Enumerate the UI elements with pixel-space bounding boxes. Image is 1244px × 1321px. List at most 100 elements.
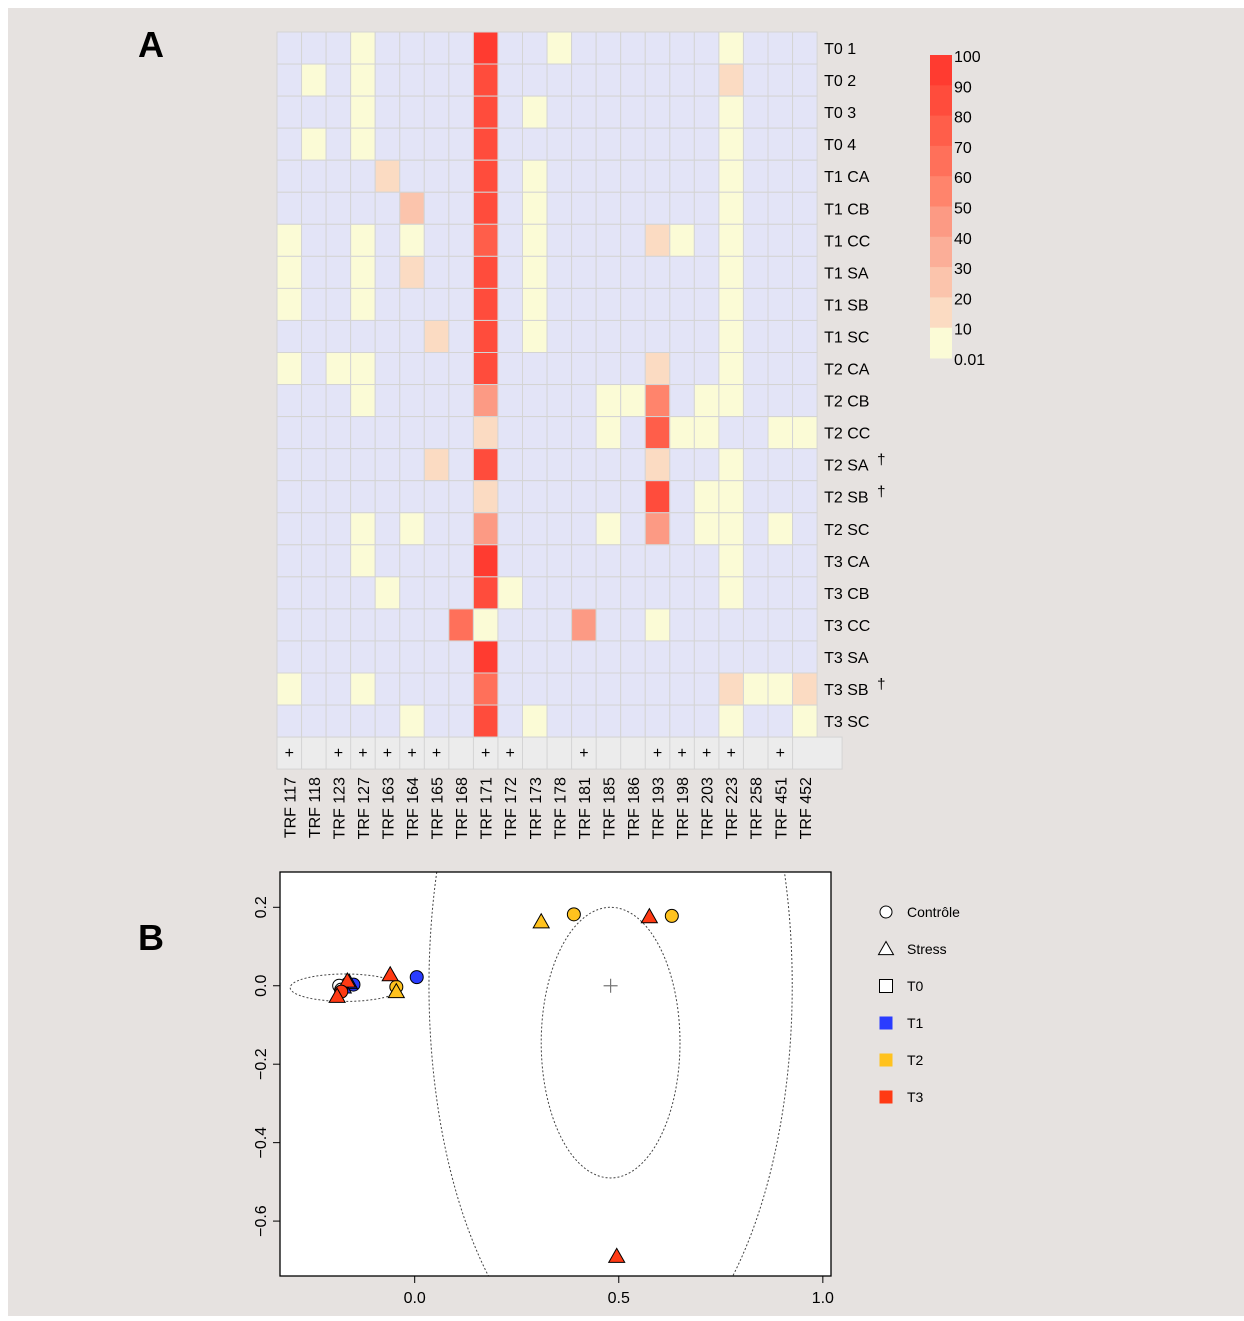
heatmap-cell [326,513,351,545]
heatmap-cell [326,385,351,417]
heatmap-cell [302,545,327,577]
plus-marker: + [407,745,416,762]
heatmap-cell [277,545,302,577]
heatmap-cell [523,513,548,545]
heatmap-cell [523,96,548,128]
heatmap-cell [326,641,351,673]
column-label: TRF 181 [577,777,594,839]
heatmap-cell [694,641,719,673]
heatmap-cell [351,481,376,513]
heatmap-cell [719,320,744,352]
heatmap-cell [572,224,597,256]
heatmap-cell [572,449,597,481]
plus-marker: + [702,745,711,762]
heatmap-cell [400,641,425,673]
heatmap-cell [400,481,425,513]
row-label: T3 CA [824,554,870,571]
heatmap-cell [449,96,474,128]
heatmap-cell [768,192,793,224]
heatmap-cell [547,705,572,737]
heatmap-cell [670,32,695,64]
heatmap-cell [302,224,327,256]
heatmap-cell [547,224,572,256]
heatmap-cell [670,481,695,513]
heatmap-cell [572,128,597,160]
heatmap-cell [768,128,793,160]
heatmap-cell [694,160,719,192]
heatmap-cell [670,545,695,577]
heatmap-cell [326,705,351,737]
heatmap-cell [743,513,768,545]
heatmap-cell [645,513,670,545]
heatmap-cell [498,481,523,513]
heatmap-cell [793,128,818,160]
heatmap-cell [621,96,646,128]
heatmap-cell [670,288,695,320]
heatmap-cell [596,673,621,705]
heatmap-cell [449,64,474,96]
heatmap-cell [473,385,498,417]
heatmap-cell [670,417,695,449]
heatmap-cell [621,160,646,192]
heatmap-cell [694,224,719,256]
heatmap-cell [547,481,572,513]
row-marker-dagger: † [877,676,885,693]
heatmap-cell [768,96,793,128]
heatmap-cell [694,705,719,737]
heatmap-cell [694,96,719,128]
heatmap-cell [694,417,719,449]
heatmap-cell [793,160,818,192]
column-label: TRF 451 [773,777,790,839]
heatmap-cell [596,705,621,737]
scale-swatch [930,55,952,86]
heatmap-cell [326,288,351,320]
heatmap-cell [572,641,597,673]
heatmap-cell [719,32,744,64]
heatmap-cell [351,705,376,737]
heatmap-cell [375,641,400,673]
plus-marker: + [481,745,490,762]
heatmap-cell [424,609,449,641]
heatmap-cell [523,192,548,224]
heatmap-cell [670,96,695,128]
heatmap-cell [768,577,793,609]
heatmap-cell [375,320,400,352]
heatmap-cell [743,417,768,449]
heatmap-cell [547,256,572,288]
heatmap-cell [351,64,376,96]
heatmap-cell [351,353,376,385]
legend-circle-icon [880,906,892,918]
row-label: T3 CB [824,586,869,603]
heatmap-cell [424,545,449,577]
column-label: TRF 123 [331,777,348,839]
heatmap-cell [621,64,646,96]
heatmap-cell [793,96,818,128]
heatmap-cell [743,256,768,288]
heatmap-cell [719,609,744,641]
heatmap-cell [351,288,376,320]
heatmap-cell [719,417,744,449]
scale-swatch [930,267,952,298]
heatmap-cell [351,577,376,609]
heatmap-cell [596,160,621,192]
heatmap-cell [400,192,425,224]
heatmap-cell [351,256,376,288]
heatmap-cell [277,705,302,737]
heatmap-cell [547,609,572,641]
heatmap-cell [498,96,523,128]
heatmap-cell [547,449,572,481]
heatmap-cell [375,609,400,641]
heatmap-cell [768,288,793,320]
row-marker-dagger: † [877,484,885,501]
heatmap-cell [793,673,818,705]
scale-label: 0.01 [954,352,985,369]
heatmap-cell [277,481,302,513]
heatmap-cell [375,353,400,385]
y-tick-label: −0.2 [253,1048,270,1080]
heatmap-cell [351,673,376,705]
heatmap-cell [645,288,670,320]
row-label: T3 SB [824,682,868,699]
heatmap-cell [547,96,572,128]
heatmap-cell [302,320,327,352]
column-label: TRF 223 [724,777,741,839]
